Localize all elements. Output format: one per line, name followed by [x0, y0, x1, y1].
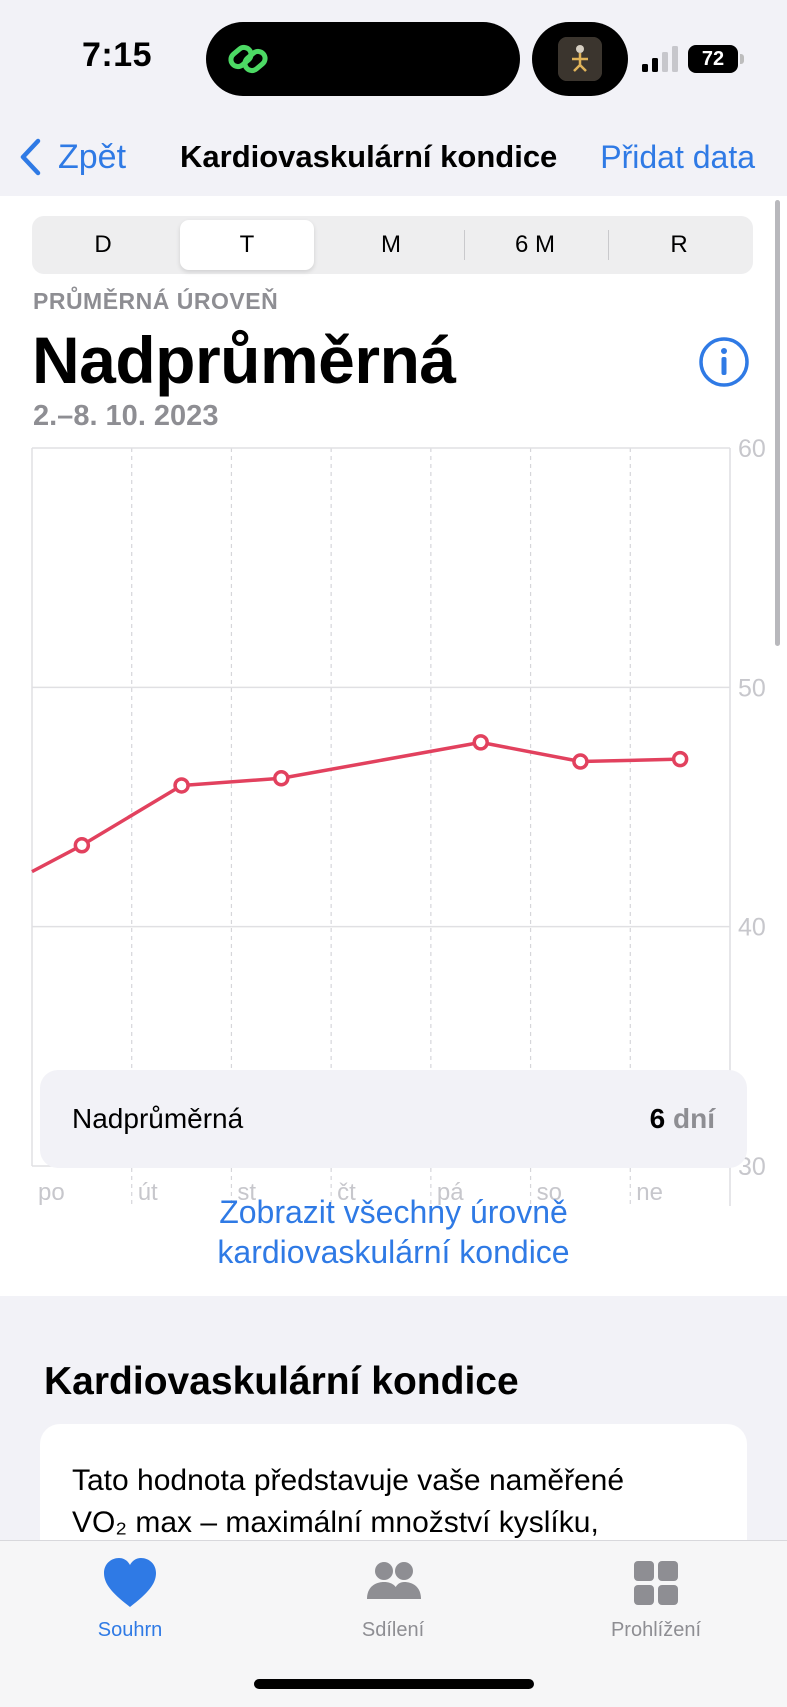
chart-y-tick-label: 50 [738, 674, 766, 702]
chart-x-tick-label: st [237, 1179, 256, 1206]
now-playing-island[interactable] [532, 22, 628, 96]
tab-bar: Souhrn Sdílení Prohlížení [0, 1540, 787, 1707]
back-button[interactable]: Zpět [18, 132, 126, 182]
chart-x-tick-label: ne [636, 1179, 663, 1206]
dynamic-island[interactable] [206, 22, 520, 96]
chart-y-tick-label: 40 [738, 914, 766, 942]
grid-icon [634, 1561, 678, 1605]
average-level-label: PRŮMĚRNÁ ÚROVEŇ [33, 288, 279, 314]
home-indicator [254, 1679, 534, 1689]
chart-data-point [671, 750, 689, 768]
navigation-bar: Zpět Kardiovaskulární kondice Přidat dat… [0, 118, 787, 196]
battery-icon: 72 [688, 45, 744, 73]
battery-level: 72 [688, 45, 738, 73]
chart-y-tick-label: 60 [738, 436, 766, 463]
tab-summary[interactable]: Souhrn [30, 1553, 230, 1642]
chart-data-point [472, 734, 489, 751]
tab-sharing-label: Sdílení [361, 1619, 425, 1641]
segment-day[interactable]: D [94, 231, 112, 258]
status-time: 7:15 [82, 36, 153, 74]
show-all-levels-link[interactable]: Zobrazit všechny úrovně kardiovaskulární… [0, 1192, 787, 1272]
tab-browse[interactable]: Prohlížení [556, 1553, 756, 1642]
page-title: Kardiovaskulární kondice [180, 139, 558, 174]
tab-sharing[interactable]: Sdílení [293, 1553, 493, 1642]
segment-six-months[interactable]: 6 M [514, 231, 555, 258]
tab-browse-label: Prohlížení [610, 1619, 702, 1641]
album-art-icon [558, 37, 602, 81]
chart-data-point [572, 753, 589, 770]
chevron-left-icon [20, 138, 41, 176]
description-line-1: Tato hodnota představuje vaše naměřené [72, 1464, 625, 1497]
chart-panel: D T M 6 M R PRŮMĚRNÁ ÚROVEŇ Nadprůměrná … [0, 196, 787, 1296]
scroll-indicator [775, 200, 780, 646]
chart-x-tick-label: po [38, 1179, 65, 1206]
date-range: 2.–8. 10. 2023 [33, 400, 219, 432]
level-label: Nadprůměrná [72, 1103, 244, 1134]
section-title: Kardiovaskulární kondice [44, 1360, 519, 1403]
cellular-signal-icon [642, 46, 678, 72]
status-bar: 7:15 72 [0, 0, 787, 118]
chart-data-point [173, 777, 190, 794]
level-summary-card[interactable]: Nadprůměrná 6 dní [40, 1070, 747, 1168]
segment-week[interactable]: T [180, 220, 314, 270]
link-activity-icon [228, 44, 268, 74]
show-all-line2: kardiovaskulární kondice [217, 1234, 570, 1270]
time-range-selector: D T M 6 M R [32, 216, 753, 274]
back-label: Zpět [58, 137, 127, 176]
chart-x-tick-label: so [537, 1179, 562, 1206]
info-icon[interactable] [698, 336, 750, 388]
average-level-value: Nadprůměrná [32, 323, 456, 397]
chart-x-tick-label: pá [437, 1179, 464, 1206]
segment-month[interactable]: M [381, 231, 401, 258]
level-count-number: 6 [649, 1103, 666, 1134]
people-icon [367, 1562, 421, 1599]
tab-summary-label: Souhrn [97, 1619, 163, 1641]
chart-data-point [273, 770, 290, 787]
chart-x-tick-label: čt [337, 1179, 356, 1206]
heart-icon [104, 1558, 156, 1607]
chart-data-point [73, 837, 91, 854]
level-count-unit: dní [673, 1103, 715, 1134]
level-count: 6 dní [650, 1070, 715, 1168]
show-all-line1: Zobrazit všechny úrovně [219, 1194, 568, 1230]
description-line-2: VO₂ max – maximální množství kyslíku, [72, 1506, 599, 1539]
chart-x-tick-label: út [138, 1179, 158, 1206]
add-data-button[interactable]: Přidat data [600, 139, 755, 175]
segment-year[interactable]: R [670, 231, 688, 258]
